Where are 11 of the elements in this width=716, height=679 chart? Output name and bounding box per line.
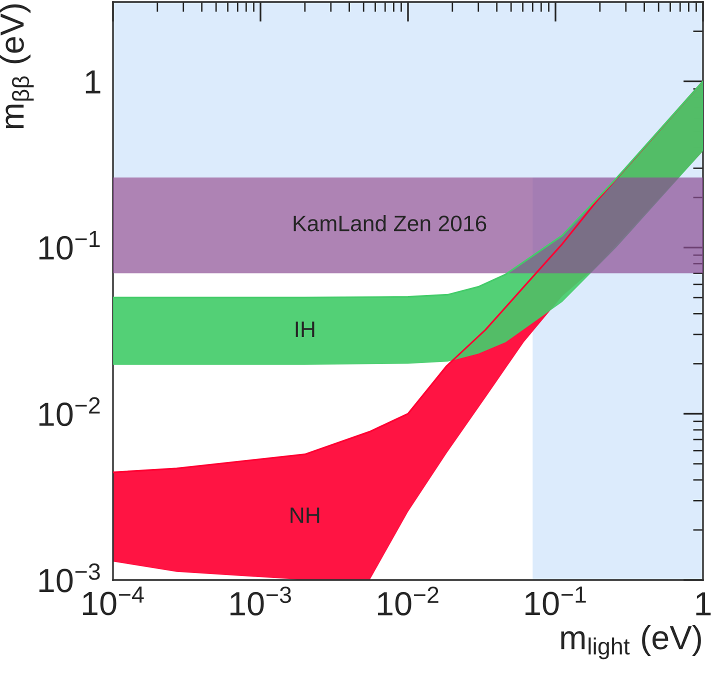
x-tick-label: 10$^{−1}$ <box>526 586 586 616</box>
x-tick-label: 1 <box>696 592 711 616</box>
x-axis-title: m$_{light}$ (eV) <box>561 624 701 660</box>
x-tick-label: 10$^{−3}$ <box>230 586 291 616</box>
x-tick-label: 10$^{−2}$ <box>378 586 438 616</box>
band-label: KamLand Zen 2016 <box>294 215 486 232</box>
y-tick-label: 10$^{−1}$ <box>39 230 100 260</box>
series-label: IH <box>296 322 314 337</box>
y-tick-label: 10$^{−2}$ <box>39 397 100 426</box>
y-tick-label: 1 <box>86 70 100 94</box>
text: NH <box>290 508 320 523</box>
